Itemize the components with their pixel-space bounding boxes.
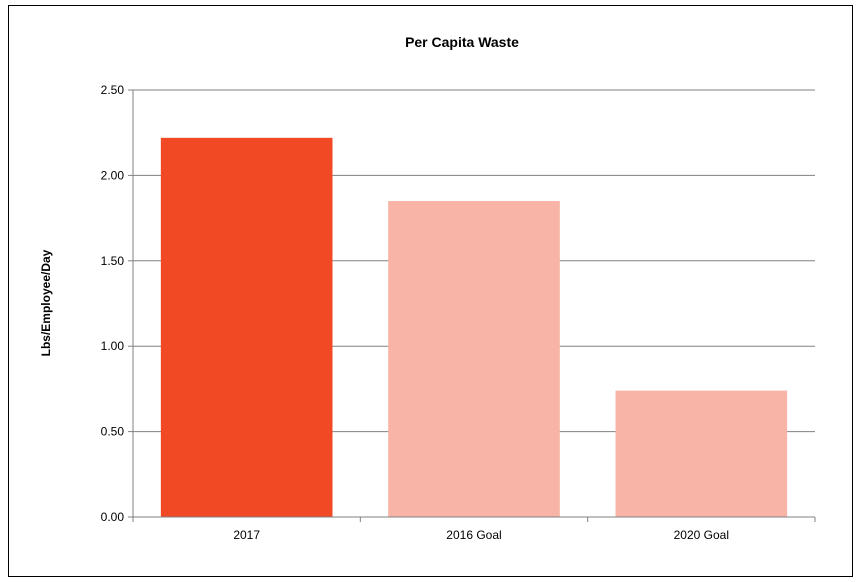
x-tick-label: 2020 Goal bbox=[674, 528, 729, 542]
x-tick-label: 2016 Goal bbox=[446, 528, 501, 542]
y-tick-label: 2.50 bbox=[101, 83, 125, 97]
x-tick-label: 2017 bbox=[233, 528, 260, 542]
y-tick-labels: 0.00 0.50 1.00 1.50 2.00 2.50 bbox=[101, 83, 125, 524]
y-tick-label: 0.00 bbox=[101, 510, 125, 524]
y-tick-label: 1.50 bbox=[101, 254, 125, 268]
chart-title: Per Capita Waste bbox=[405, 34, 519, 50]
y-axis-label: Lbs/Employee/Day bbox=[39, 249, 53, 356]
bar-2020-goal bbox=[615, 390, 788, 517]
axes bbox=[128, 89, 816, 522]
bar-2016-goal bbox=[388, 201, 560, 517]
y-tick-label: 0.50 bbox=[101, 425, 125, 439]
y-tick-label: 1.00 bbox=[101, 339, 125, 353]
x-tick-labels: 2017 2016 Goal 2020 Goal bbox=[233, 528, 729, 542]
y-tick-label: 2.00 bbox=[101, 168, 125, 182]
bars bbox=[160, 137, 788, 517]
bar-2017 bbox=[160, 137, 333, 517]
